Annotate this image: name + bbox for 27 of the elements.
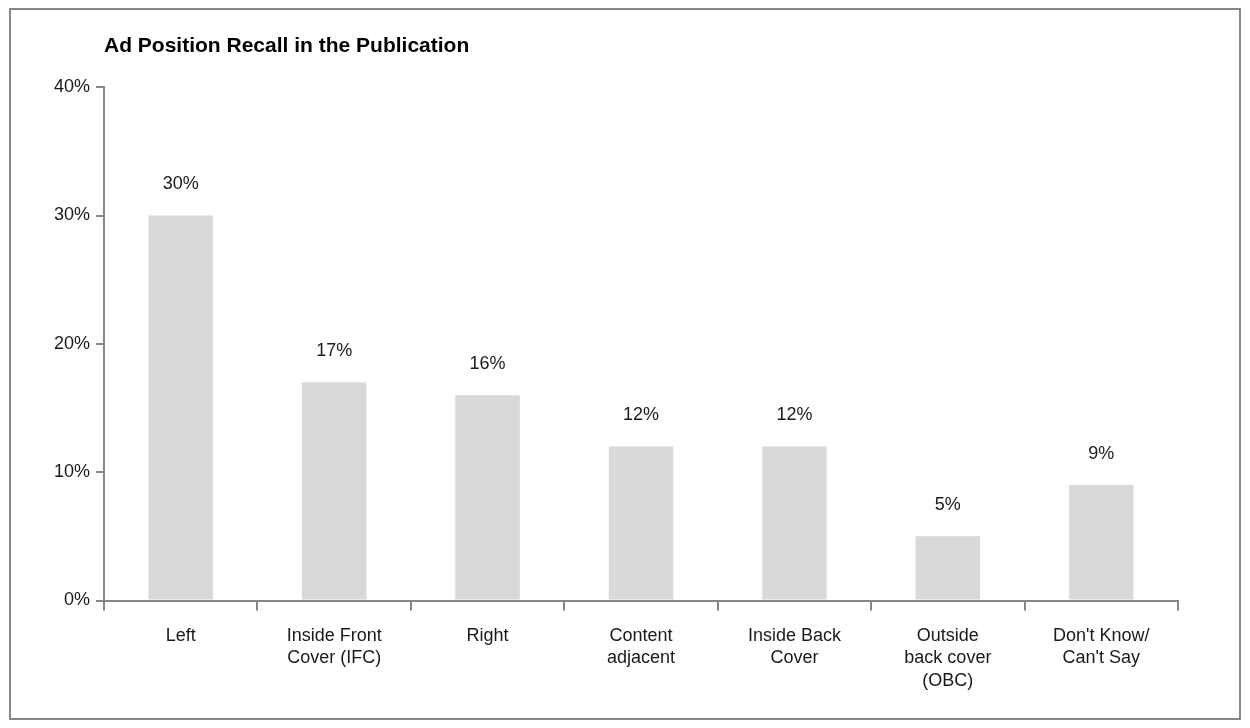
bar	[455, 395, 520, 600]
data-label: 5%	[934, 494, 961, 515]
data-label: 9%	[1088, 442, 1115, 463]
data-label: 12%	[623, 404, 660, 425]
x-tick-label: Outside back cover (OBC)	[904, 624, 992, 690]
bar	[1069, 485, 1134, 600]
x-tick-label: Left	[165, 624, 196, 645]
x-tick-label: Inside Back Cover	[747, 624, 842, 668]
x-tick-label: Content adjacent	[606, 624, 676, 668]
bar	[608, 446, 674, 600]
data-label: 30%	[162, 173, 199, 194]
y-tick-label: 10%	[54, 461, 91, 482]
y-tick-label: 20%	[54, 332, 91, 353]
bar	[762, 446, 827, 600]
x-tick-label: Right	[466, 624, 509, 645]
bar	[148, 215, 213, 600]
x-tick-label: Don't Know/ Can't Say	[1053, 624, 1150, 668]
y-tick-label: 40%	[54, 76, 91, 97]
data-label: 17%	[316, 340, 353, 361]
y-tick-label: 0%	[64, 589, 91, 610]
chart-title: Ad Position Recall in the Publication	[104, 33, 470, 57]
data-label: 16%	[469, 353, 506, 374]
data-label: 12%	[776, 404, 813, 425]
bar	[915, 536, 981, 600]
bar	[301, 382, 367, 600]
x-tick-label: Inside Front Cover (IFC)	[286, 624, 382, 668]
y-tick-label: 30%	[54, 204, 91, 225]
